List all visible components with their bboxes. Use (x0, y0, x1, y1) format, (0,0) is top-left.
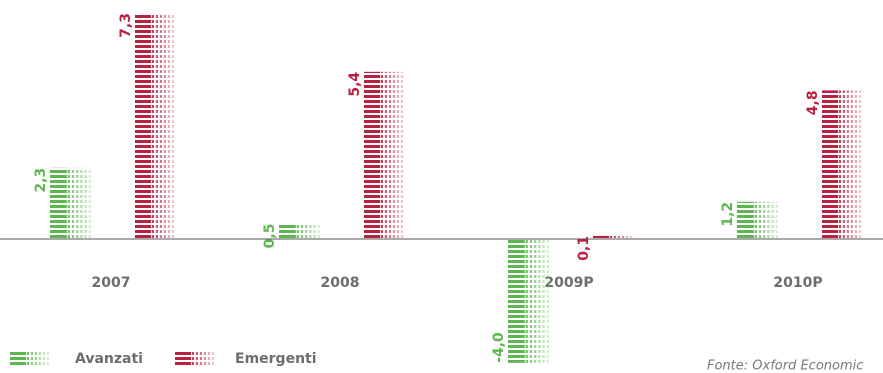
data-label: 0,1 (576, 236, 592, 261)
x-tick-label: 2008 (321, 275, 360, 291)
bar (737, 201, 779, 239)
x-tick-label: 2010P (773, 275, 822, 291)
data-label: 2,3 (33, 168, 49, 193)
source-note: Fonte: Oxford Economic (707, 359, 863, 373)
bar (279, 223, 321, 239)
legend-label: Emergenti (235, 351, 317, 367)
data-label: 1,2 (720, 202, 736, 227)
data-label: -4,0 (491, 332, 507, 363)
x-tick-label: 2009P (544, 275, 593, 291)
bar (135, 13, 175, 239)
bar (50, 167, 92, 239)
x-tick-label: 2007 (92, 275, 131, 291)
data-label: 7,3 (118, 13, 134, 38)
data-label: 4,8 (805, 90, 821, 115)
bar (822, 90, 862, 239)
legend-swatch (175, 352, 215, 365)
legend-label: Avanzati (75, 351, 143, 367)
bar (508, 239, 550, 363)
data-label: 0,5 (262, 224, 278, 249)
bar (364, 71, 404, 239)
data-label: 5,4 (347, 72, 363, 97)
legend-swatch (10, 352, 50, 365)
bar (593, 235, 633, 239)
